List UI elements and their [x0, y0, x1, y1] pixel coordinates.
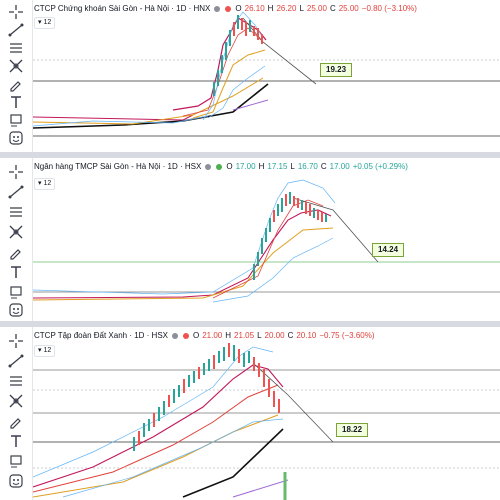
shapes-icon[interactable]	[6, 452, 26, 470]
ohlc-open: 21.00	[202, 331, 223, 340]
ohlc-low-label: L	[299, 4, 304, 13]
symbol-header[interactable]: CTCP Chứng khoán Sài Gòn - Hà Nội · 1D ·…	[34, 2, 417, 16]
text-icon[interactable]	[6, 93, 26, 111]
ohlc-low: 16.70	[297, 162, 318, 171]
chart-panel-2: Ngân hàng TMCP Sài Gòn - Hà Nội · 1D · H…	[0, 158, 500, 321]
ohlc-close: 20.10	[296, 331, 317, 340]
price-change: −0.75 (−3.60%)	[319, 331, 375, 340]
indicators-toggle[interactable]: ▾ 12	[34, 345, 56, 357]
price-change: +0.05 (+0.29%)	[352, 162, 408, 171]
indicators-toggle[interactable]: ▾ 12	[34, 17, 56, 29]
ohlc-close-label: C	[287, 331, 294, 340]
market-status-icon	[225, 6, 232, 12]
ohlc-high-label: H	[225, 331, 232, 340]
fork-icon[interactable]	[6, 57, 26, 75]
ohlc-open: 26.10	[244, 4, 265, 13]
candles	[133, 343, 280, 451]
price-target-label[interactable]: 18.22	[336, 423, 369, 437]
panel-divider[interactable]	[0, 321, 500, 327]
shapes-icon[interactable]	[6, 111, 26, 129]
horizontal-lines-icon[interactable]	[6, 39, 26, 57]
indicators-count: 12	[43, 19, 52, 26]
price-target-label[interactable]: 14.24	[372, 243, 405, 257]
ohlc-close: 25.00	[338, 4, 359, 13]
ohlc-high: 17.15	[267, 162, 288, 171]
crosshair-icon[interactable]	[6, 332, 26, 350]
ohlc-close-label: C	[329, 4, 336, 13]
symbol-name: Ngân hàng TMCP Sài Gòn - Hà Nội · 1D · H…	[34, 162, 202, 171]
symbol-name: CTCP Chứng khoán Sài Gòn - Hà Nội · 1D ·…	[34, 4, 211, 13]
trend-line-icon[interactable]	[6, 183, 26, 201]
brush-icon[interactable]	[6, 412, 26, 430]
ohlc-close-label: C	[320, 162, 327, 171]
horizontal-lines-icon[interactable]	[6, 203, 26, 221]
brush-icon[interactable]	[6, 75, 26, 93]
fork-icon[interactable]	[6, 392, 26, 410]
trend-line-icon[interactable]	[6, 352, 26, 370]
shapes-icon[interactable]	[6, 283, 26, 301]
crosshair-icon[interactable]	[6, 163, 26, 181]
text-icon[interactable]	[6, 263, 26, 281]
indicators-toggle[interactable]: ▾ 12	[34, 178, 56, 190]
candles	[213, 15, 263, 96]
ohlc-open-label: O	[226, 162, 233, 171]
drawing-toolbar	[0, 0, 33, 152]
horizontal-lines-icon[interactable]	[6, 372, 26, 390]
ohlc-high-label: H	[258, 162, 265, 171]
drawing-toolbar	[0, 158, 33, 321]
price-target-label[interactable]: 19.23	[320, 63, 353, 77]
status-dot-icon	[205, 164, 212, 170]
status-dot-icon	[172, 333, 178, 339]
status-dot-icon	[214, 6, 221, 12]
ohlc-close: 17.00	[329, 162, 350, 171]
ohlc-low: 25.00	[306, 4, 327, 13]
ohlc-high: 26.20	[276, 4, 297, 13]
ohlc-low-label: L	[257, 331, 262, 340]
ohlc-high: 21.05	[234, 331, 255, 340]
emoji-icon[interactable]	[6, 472, 26, 490]
price-change: −0.80 (−3.10%)	[361, 4, 417, 13]
emoji-icon[interactable]	[6, 301, 26, 319]
ohlc-high-label: H	[267, 4, 274, 13]
brush-icon[interactable]	[6, 243, 26, 261]
price-chart[interactable]	[33, 0, 500, 152]
trend-line-icon[interactable]	[6, 21, 26, 39]
drawing-toolbar	[0, 327, 33, 500]
symbol-header[interactable]: Ngân hàng TMCP Sài Gòn - Hà Nội · 1D · H…	[34, 160, 408, 174]
candles	[253, 192, 327, 280]
indicators-count: 12	[43, 180, 52, 187]
chart-panel-1: CTCP Chứng khoán Sài Gòn - Hà Nội · 1D ·…	[0, 0, 500, 152]
ohlc-open: 17.00	[235, 162, 256, 171]
indicators-count: 12	[43, 347, 52, 354]
chart-panel-3: CTCP Tập đoàn Đất Xanh · 1D · HSX O 21.00…	[0, 327, 500, 500]
ohlc-open-label: O	[235, 4, 242, 13]
ohlc-low: 20.00	[264, 331, 285, 340]
ohlc-open-label: O	[193, 331, 200, 340]
symbol-name: CTCP Tập đoàn Đất Xanh · 1D · HSX	[34, 331, 168, 340]
price-chart[interactable]	[33, 327, 500, 500]
market-status-icon	[216, 164, 223, 170]
text-icon[interactable]	[6, 432, 26, 450]
price-chart[interactable]	[33, 158, 500, 321]
symbol-header[interactable]: CTCP Tập đoàn Đất Xanh · 1D · HSX O 21.00…	[34, 329, 375, 343]
fork-icon[interactable]	[6, 223, 26, 241]
emoji-icon[interactable]	[6, 129, 26, 147]
panel-divider[interactable]	[0, 152, 500, 158]
market-status-icon	[183, 333, 189, 339]
ohlc-low-label: L	[290, 162, 295, 171]
crosshair-icon[interactable]	[6, 3, 26, 21]
